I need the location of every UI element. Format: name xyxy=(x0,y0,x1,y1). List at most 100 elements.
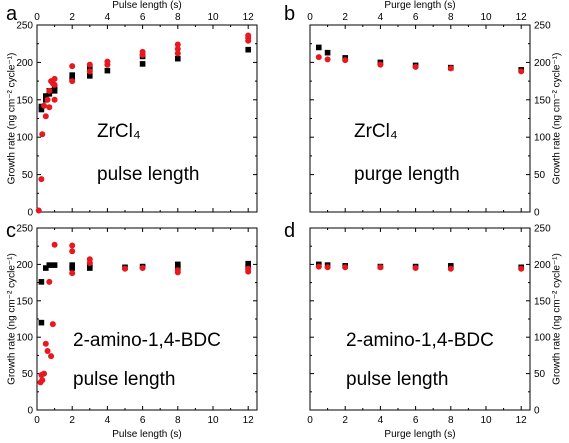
data-point-circle xyxy=(342,57,349,64)
y-tick-label: 100 xyxy=(16,133,33,144)
panel-c: 0 2 4 6 8 10 12 0 50 100 150 200 250 Pulse length (s)… xyxy=(6,220,258,440)
data-point-circle xyxy=(139,48,146,55)
y-axis-title: Growth rate (ng cm⁻² cycle⁻¹) xyxy=(7,53,18,185)
x-axis-title: Purge length (s) xyxy=(384,0,455,11)
data-point-circle xyxy=(245,32,252,39)
panel-annotation-line: 2-amino-1,4-BDC xyxy=(346,330,494,351)
series-red-circles xyxy=(315,54,525,75)
x-tick-label: 4 xyxy=(378,12,384,23)
data-point-circle xyxy=(122,265,128,272)
y-axis-title: Growth rate (ng cm⁻² cycle⁻¹) xyxy=(552,53,563,185)
data-point-circle xyxy=(139,265,146,272)
x-tick-label: 10 xyxy=(480,12,492,23)
data-point-circle xyxy=(324,264,331,271)
x-tick-label: 0 xyxy=(34,12,40,23)
data-point-square xyxy=(316,44,322,51)
data-point-circle xyxy=(39,131,46,138)
panel-annotation-line: pulse length xyxy=(97,164,199,185)
y-tick-label: 150 xyxy=(534,95,551,106)
y-tick-label: 250 xyxy=(534,224,551,235)
x-tick-label: 12 xyxy=(516,415,528,426)
data-point-circle xyxy=(518,265,525,272)
y-tick-label: 200 xyxy=(534,58,551,69)
data-point-circle xyxy=(51,81,58,88)
data-point-circle xyxy=(41,102,48,109)
data-point-circle xyxy=(38,176,45,183)
y-axis-title: Growth rate (ng cm⁻² cycle⁻¹) xyxy=(552,253,563,385)
data-point-square xyxy=(51,262,58,268)
panel-annotation-line: ZrCl₄ xyxy=(97,121,141,142)
y-tick-label: 0 xyxy=(27,406,33,417)
y-tick-label: 0 xyxy=(534,406,540,417)
data-point-square xyxy=(43,265,49,271)
x-tick-label: 12 xyxy=(243,415,255,426)
x-tick-label: 8 xyxy=(448,415,454,426)
x-tick-label: 6 xyxy=(140,12,146,23)
data-point-square xyxy=(38,106,45,113)
data-point-circle xyxy=(69,63,76,70)
data-point-square xyxy=(43,93,49,99)
y-tick-label: 50 xyxy=(534,170,546,181)
data-point-circle xyxy=(44,348,51,355)
x-tick-label: 6 xyxy=(140,415,146,426)
x-tick-label: 4 xyxy=(105,12,111,23)
data-point-circle xyxy=(86,61,93,68)
data-point-square xyxy=(51,88,58,94)
data-point-circle xyxy=(42,113,49,120)
data-point-square xyxy=(46,262,53,268)
data-point-square xyxy=(175,55,181,62)
data-point-circle xyxy=(51,241,58,248)
data-point-circle xyxy=(377,264,384,271)
data-point-circle xyxy=(104,58,111,65)
data-point-circle xyxy=(412,265,419,272)
panel-b: 0 2 4 6 8 10 12 0 50 100 150 200 250 Purge length (s)… xyxy=(284,0,563,219)
data-point-circle xyxy=(86,256,93,263)
data-point-circle xyxy=(46,87,53,94)
x-tick-label: 6 xyxy=(413,12,419,23)
data-point-circle xyxy=(46,104,53,111)
y-tick-label: 200 xyxy=(16,58,33,69)
x-tick-label: 8 xyxy=(175,415,181,426)
y-tick-label: 200 xyxy=(16,260,33,271)
x-tick-label: 0 xyxy=(34,415,40,426)
data-point-circle xyxy=(342,264,349,271)
y-tick-label: 50 xyxy=(22,170,34,181)
y-tick-label: 50 xyxy=(534,369,546,380)
data-point-circle xyxy=(245,265,252,272)
panel-annotation-line: purge length xyxy=(354,164,460,185)
y-tick-label: 0 xyxy=(534,208,540,219)
data-point-circle xyxy=(174,267,181,274)
panel-letter: a xyxy=(6,3,18,25)
panel-a: 0 2 4 6 8 10 12 0 50 100 150 200 250 Pulse length (s)… xyxy=(6,0,258,219)
data-point-square xyxy=(87,265,93,271)
y-tick-label: 0 xyxy=(27,208,33,219)
x-tick-label: 8 xyxy=(448,12,454,23)
x-axis-title: Pulse length (s) xyxy=(112,429,181,440)
data-point-circle xyxy=(174,45,181,52)
data-point-square xyxy=(87,73,93,79)
x-tick-label: 4 xyxy=(378,415,384,426)
x-tick-label: 10 xyxy=(207,12,219,23)
x-tick-label: 0 xyxy=(307,415,313,426)
data-point-circle xyxy=(174,50,181,57)
data-point-circle xyxy=(315,54,322,61)
data-point-square xyxy=(245,46,251,53)
data-point-circle xyxy=(49,321,56,328)
data-point-circle xyxy=(377,61,384,68)
x-axis-title: Purge length (s) xyxy=(384,429,455,440)
panel-annotation-line: 2-amino-1,4-BDC xyxy=(73,330,221,351)
data-point-square xyxy=(175,261,181,268)
x-tick-label: 2 xyxy=(342,12,348,23)
data-point-square xyxy=(69,72,75,78)
series-red-circles xyxy=(35,32,252,214)
y-axis-title: Growth rate (ng cm⁻² cycle⁻¹) xyxy=(7,253,18,385)
panel-letter: c xyxy=(6,220,16,242)
data-point-circle xyxy=(41,370,48,377)
data-point-circle xyxy=(51,96,58,103)
y-tick-label: 200 xyxy=(534,260,551,271)
data-point-circle xyxy=(42,340,49,347)
data-point-square xyxy=(104,67,111,74)
x-tick-label: 2 xyxy=(69,12,75,23)
data-point-square xyxy=(69,262,75,268)
y-tick-label: 250 xyxy=(16,224,33,235)
